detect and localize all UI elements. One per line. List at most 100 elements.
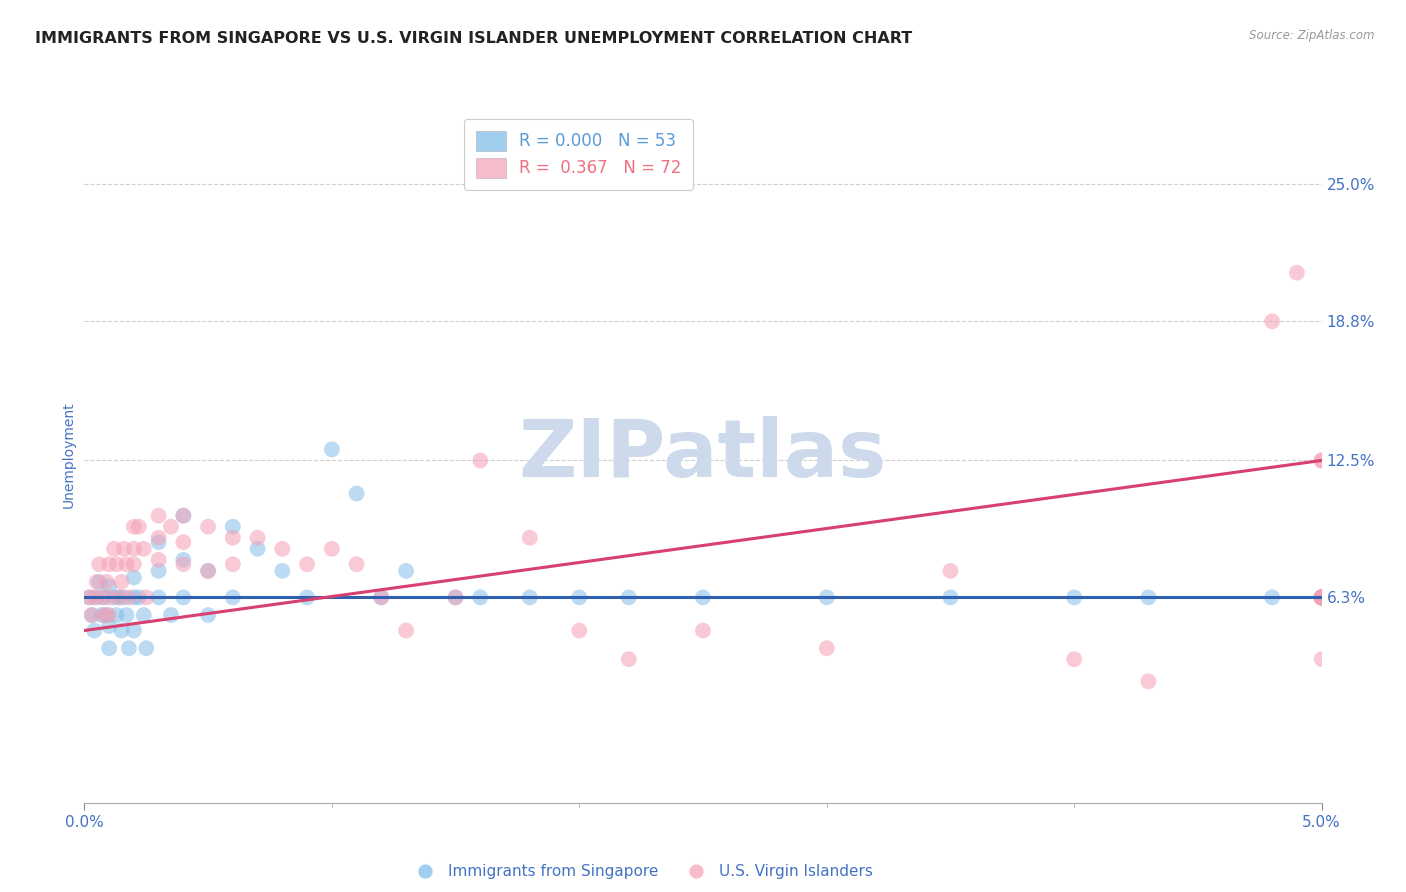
Point <box>939 564 962 578</box>
Point <box>444 591 467 605</box>
Point <box>395 564 418 578</box>
Point <box>1310 591 1333 605</box>
Point <box>80 608 103 623</box>
Point <box>222 591 245 605</box>
Point <box>370 591 392 605</box>
Point <box>271 564 294 578</box>
Point <box>1310 453 1333 467</box>
Point <box>98 591 121 605</box>
Point <box>370 591 392 605</box>
Point <box>108 591 131 605</box>
Point <box>1261 314 1284 328</box>
Point <box>79 591 101 605</box>
Point <box>105 608 128 623</box>
Point <box>815 591 838 605</box>
Point <box>568 624 591 638</box>
Point <box>83 624 105 638</box>
Point <box>1310 591 1333 605</box>
Point <box>79 591 101 605</box>
Point <box>160 519 183 533</box>
Point <box>1137 591 1160 605</box>
Point <box>148 591 170 605</box>
Point <box>470 591 492 605</box>
Point <box>346 486 368 500</box>
Point <box>1310 591 1333 605</box>
Point <box>172 553 194 567</box>
Point <box>112 541 135 556</box>
Point <box>1310 591 1333 605</box>
Point <box>148 531 170 545</box>
Point <box>1137 674 1160 689</box>
Point <box>246 541 269 556</box>
Point <box>128 519 150 533</box>
Point <box>1310 652 1333 666</box>
Point <box>172 508 194 523</box>
Point <box>197 519 219 533</box>
Point <box>617 652 640 666</box>
Point <box>395 624 418 638</box>
Y-axis label: Unemployment: Unemployment <box>62 401 76 508</box>
Legend: Immigrants from Singapore, U.S. Virgin Islanders: Immigrants from Singapore, U.S. Virgin I… <box>404 858 879 886</box>
Point <box>128 591 150 605</box>
Point <box>98 641 121 656</box>
Text: ZIPatlas: ZIPatlas <box>519 416 887 494</box>
Point <box>110 624 132 638</box>
Point <box>122 570 145 584</box>
Point <box>1310 453 1333 467</box>
Point <box>692 591 714 605</box>
Point <box>160 608 183 623</box>
Point <box>172 508 194 523</box>
Point <box>122 558 145 572</box>
Point <box>86 574 108 589</box>
Point <box>246 531 269 545</box>
Point <box>83 591 105 605</box>
Point <box>112 591 135 605</box>
Point <box>98 608 121 623</box>
Point <box>132 608 155 623</box>
Point <box>172 591 194 605</box>
Point <box>93 591 115 605</box>
Point <box>197 564 219 578</box>
Point <box>89 574 111 589</box>
Text: IMMIGRANTS FROM SINGAPORE VS U.S. VIRGIN ISLANDER UNEMPLOYMENT CORRELATION CHART: IMMIGRANTS FROM SINGAPORE VS U.S. VIRGIN… <box>35 31 912 46</box>
Point <box>197 608 219 623</box>
Point <box>98 619 121 633</box>
Point <box>1310 591 1333 605</box>
Point <box>1310 591 1333 605</box>
Point <box>98 558 121 572</box>
Point <box>295 558 318 572</box>
Point <box>122 624 145 638</box>
Point <box>96 574 118 589</box>
Point <box>1310 591 1333 605</box>
Point <box>295 591 318 605</box>
Point <box>98 579 121 593</box>
Point <box>1310 591 1333 605</box>
Point <box>1285 266 1308 280</box>
Point <box>118 641 141 656</box>
Point <box>172 558 194 572</box>
Point <box>135 591 157 605</box>
Point <box>115 608 138 623</box>
Point <box>222 519 245 533</box>
Point <box>222 531 245 545</box>
Point <box>132 541 155 556</box>
Point <box>346 558 368 572</box>
Point <box>939 591 962 605</box>
Point <box>108 591 131 605</box>
Point <box>90 608 112 623</box>
Point <box>271 541 294 556</box>
Point <box>1261 591 1284 605</box>
Point <box>1310 591 1333 605</box>
Point <box>105 558 128 572</box>
Point <box>197 564 219 578</box>
Point <box>122 519 145 533</box>
Point <box>115 558 138 572</box>
Text: Source: ZipAtlas.com: Source: ZipAtlas.com <box>1250 29 1375 42</box>
Point <box>103 591 125 605</box>
Point <box>470 453 492 467</box>
Point <box>568 591 591 605</box>
Point <box>103 541 125 556</box>
Point <box>617 591 640 605</box>
Point <box>93 608 115 623</box>
Point <box>692 624 714 638</box>
